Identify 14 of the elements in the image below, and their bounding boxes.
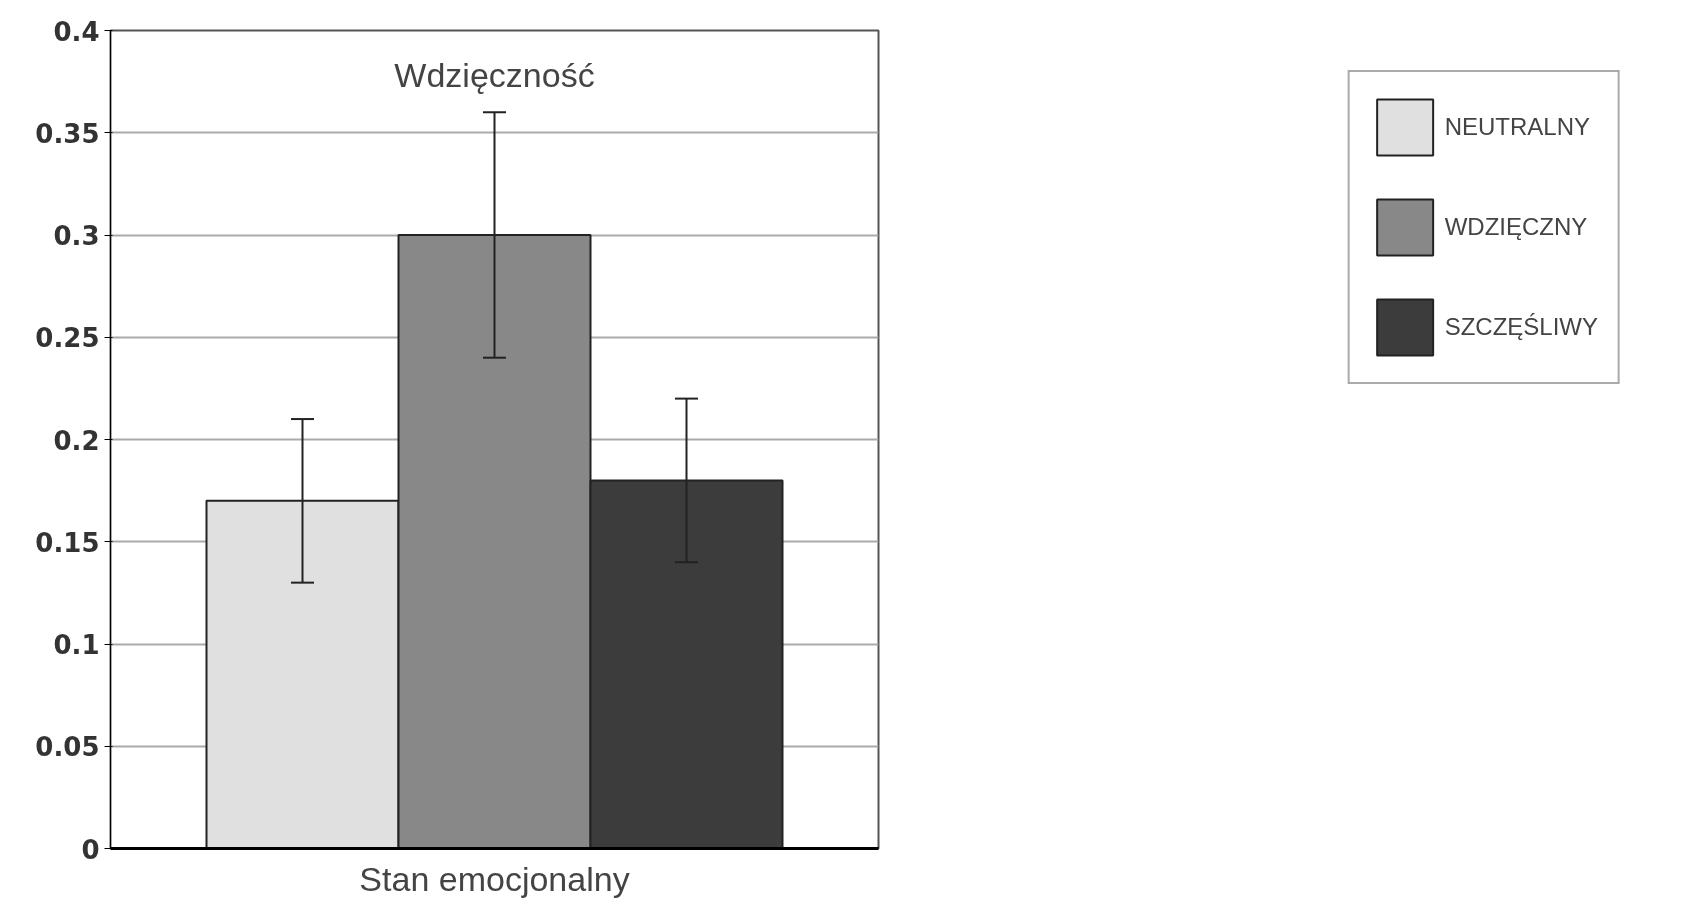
x-axis-title: Stan emocjonalny	[359, 859, 630, 898]
y-tick-label: 0.4	[53, 16, 100, 47]
legend-label: SZCZĘŚLIWY	[1444, 313, 1598, 341]
y-tick-label: 0.1	[53, 630, 100, 660]
y-tick-label: 0	[81, 834, 100, 865]
y-tick-label: 0.25	[35, 323, 100, 354]
y-tick-label: 0.2	[53, 425, 100, 456]
y-tick-label: 0.35	[35, 118, 100, 149]
y-tick-label: 0.05	[35, 732, 100, 763]
text: Wdzięczność	[394, 55, 595, 94]
legend-label: WDZIĘCZNY	[1444, 213, 1588, 241]
y-tick-label: 0.3	[53, 221, 100, 251]
y-tick-label: 0.15	[35, 527, 100, 558]
legend-label: NEUTRALNY	[1444, 113, 1590, 141]
